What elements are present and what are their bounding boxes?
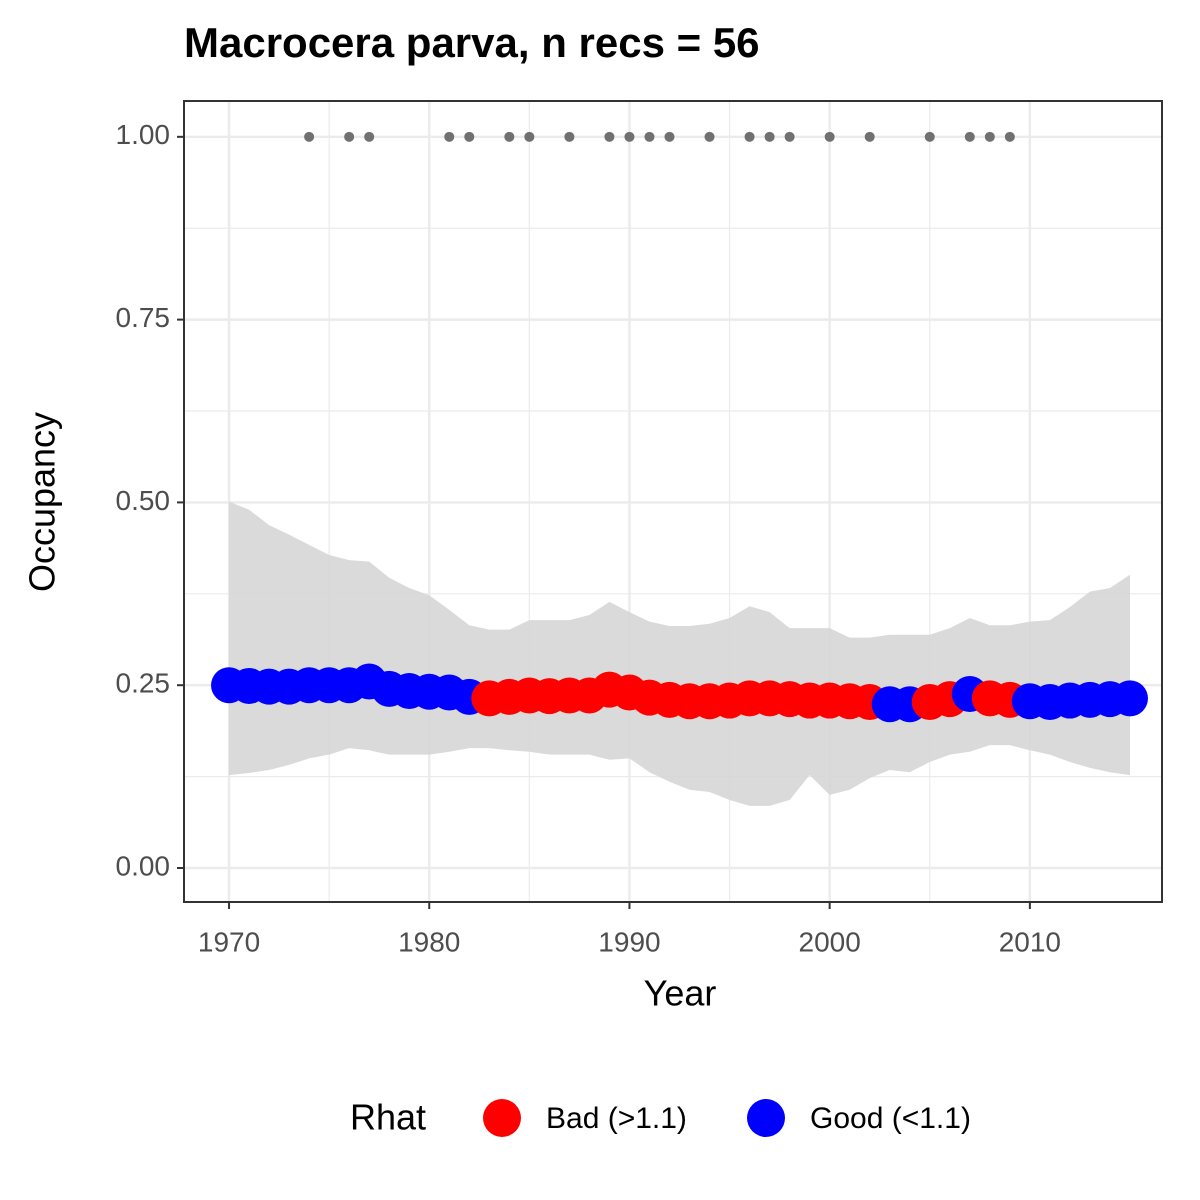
panel-border (183, 100, 1163, 903)
record-point (624, 131, 635, 142)
y-tick-label: 0.50 (116, 485, 171, 516)
record-point (984, 131, 995, 142)
x-tick-label: 2000 (799, 926, 861, 957)
legend-marker (747, 1099, 785, 1137)
record-point (824, 131, 835, 142)
legend-label: Good (<1.1) (810, 1102, 971, 1135)
record-point (564, 131, 575, 142)
record-point (304, 131, 315, 142)
record-point (924, 131, 935, 142)
record-point (644, 131, 655, 142)
legend-title: Rhat (350, 1097, 426, 1138)
record-point (784, 131, 795, 142)
point (1111, 680, 1148, 717)
y-tick-label: 1.00 (116, 119, 171, 150)
record-point (524, 131, 535, 142)
record-point (444, 131, 455, 142)
record-point (964, 131, 975, 142)
x-tick-label: 1980 (398, 926, 460, 957)
y-tick-label: 0.75 (116, 302, 171, 333)
record-point (744, 131, 755, 142)
record-point (704, 131, 715, 142)
record-point (464, 131, 475, 142)
y-tick-label: 0.00 (116, 850, 171, 881)
chart-title: Macrocera parva, n recs = 56 (184, 19, 760, 66)
x-tick-label: 1970 (198, 926, 260, 957)
record-point (764, 131, 775, 142)
record-point (364, 131, 375, 142)
x-tick-label: 1990 (598, 926, 660, 957)
record-point (1004, 131, 1015, 142)
credible-interval (229, 501, 1130, 806)
record-point (664, 131, 675, 142)
y-axis-title: Occupancy (22, 412, 63, 592)
legend-marker (483, 1099, 521, 1137)
x-axis-title: Year (644, 973, 717, 1014)
y-tick-label: 0.25 (116, 668, 171, 699)
record-point (344, 131, 355, 142)
record-point (504, 131, 515, 142)
x-tick-label: 2010 (999, 926, 1061, 957)
legend-label: Bad (>1.1) (546, 1102, 687, 1135)
record-point (604, 131, 615, 142)
record-point (864, 131, 875, 142)
